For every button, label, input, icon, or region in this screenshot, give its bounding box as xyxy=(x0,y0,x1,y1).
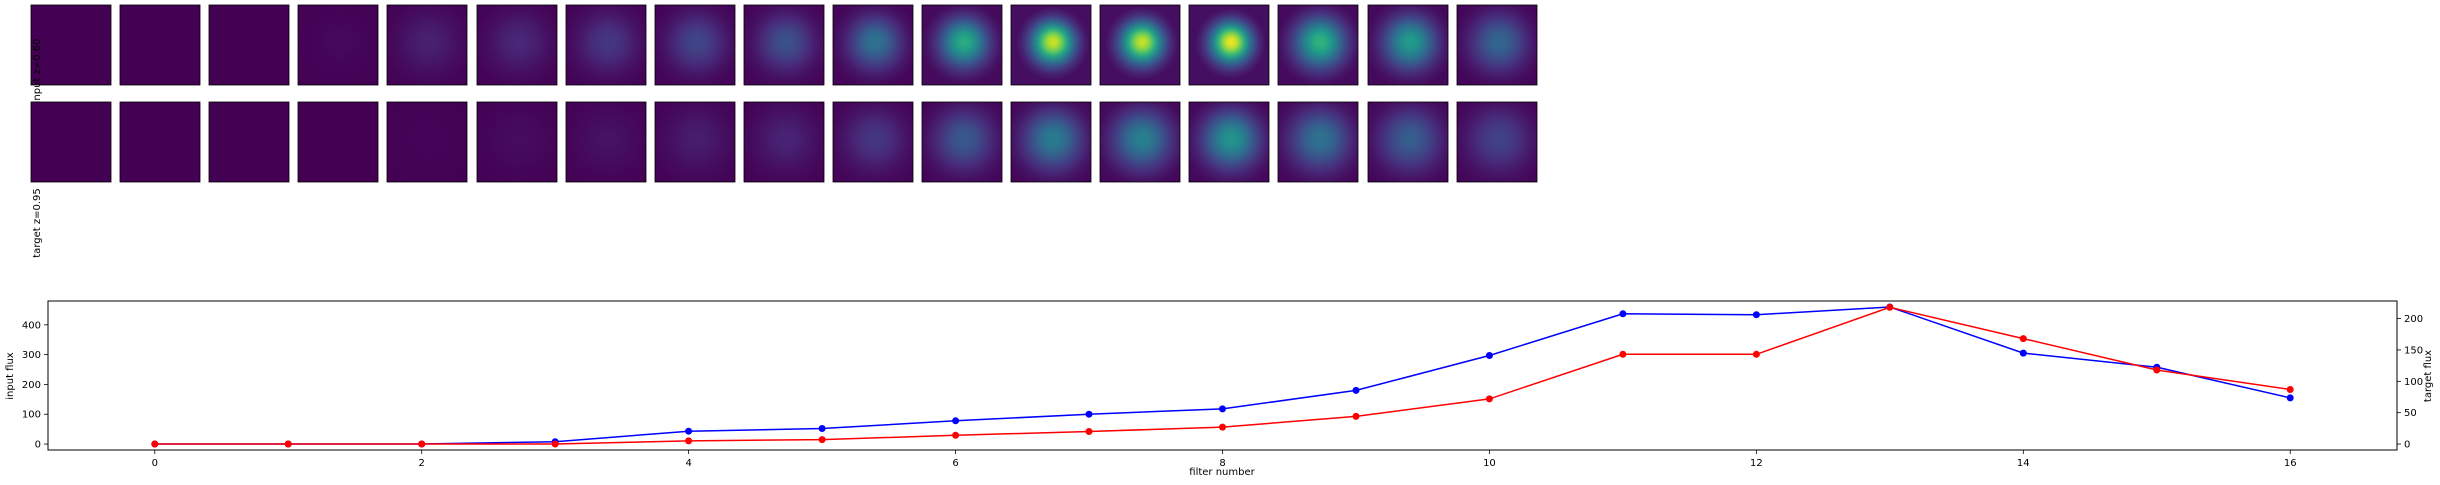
target-flux-point xyxy=(1619,350,1627,358)
x-tick-label: 4 xyxy=(685,458,691,469)
left-y-tick-label: 100 xyxy=(22,410,41,421)
input-image-panel xyxy=(476,4,558,86)
x-tick-label: 10 xyxy=(1483,458,1496,469)
input-image-panel xyxy=(1188,4,1270,86)
x-tick-label: 16 xyxy=(2284,458,2297,469)
left-y-ticks: 0 100 200 300 400 xyxy=(22,320,48,451)
right-y-ticks: 0 50 100 150 200 xyxy=(2397,314,2423,451)
right-y-tick-label: 100 xyxy=(2404,377,2423,388)
input-image-panel xyxy=(297,4,379,86)
target-image-panel xyxy=(297,101,379,183)
target-flux-point xyxy=(1752,350,1760,358)
input-image-panel xyxy=(565,4,647,86)
target-flux-point xyxy=(1219,423,1226,431)
target-image-panel xyxy=(1367,101,1449,183)
target-flux-point xyxy=(1085,428,1093,435)
input-image-panel xyxy=(654,4,736,86)
input-image-panel xyxy=(30,4,112,86)
input-image-panel xyxy=(743,4,825,86)
x-axis-label: filter number xyxy=(1189,467,1255,478)
input-image-panel xyxy=(1456,4,1538,86)
target-image-panel xyxy=(832,101,914,183)
flux-plot: 0 2 4 6 8 10 12 14 16 0 100 200 300 400 0 50 100 150 200… xyxy=(5,300,2434,478)
target-image-panel xyxy=(476,101,558,183)
input-image-panel xyxy=(832,4,914,86)
target-flux-point xyxy=(2019,335,2027,343)
input-flux-line xyxy=(154,306,2291,445)
target-image-panel xyxy=(1099,101,1181,183)
x-tick-label: 14 xyxy=(2017,458,2030,469)
target-image-panel xyxy=(208,101,290,183)
input-flux-point xyxy=(952,417,960,425)
input-image-panel xyxy=(1277,4,1359,86)
input-flux-point xyxy=(1485,352,1493,359)
x-tick-label: 6 xyxy=(952,458,958,469)
target-flux-point xyxy=(2286,386,2294,393)
input-flux-point xyxy=(685,427,693,435)
right-y-tick-label: 50 xyxy=(2404,408,2417,419)
input-flux-point xyxy=(2286,394,2294,402)
target-flux-series xyxy=(151,303,2294,448)
input-image-panel xyxy=(208,4,290,86)
left-y-tick-label: 200 xyxy=(22,380,41,391)
input-image-row xyxy=(30,4,1538,86)
input-flux-point xyxy=(1085,410,1093,418)
target-flux-point xyxy=(2153,366,2161,374)
right-y-tick-label: 150 xyxy=(2404,345,2423,356)
target-flux-line xyxy=(154,306,2291,445)
target-image-panel xyxy=(1456,101,1538,183)
target-row-label: target z=0.95 xyxy=(32,188,43,257)
target-image-row xyxy=(30,101,1538,183)
input-flux-point xyxy=(2019,349,2027,357)
input-image-panel xyxy=(119,4,201,86)
target-flux-point xyxy=(551,440,559,448)
target-image-panel xyxy=(654,101,736,183)
target-image-panel xyxy=(921,101,1003,183)
input-flux-point xyxy=(818,425,826,432)
target-flux-point xyxy=(418,440,426,448)
left-y-tick-label: 300 xyxy=(22,350,41,361)
target-flux-point xyxy=(284,440,292,448)
right-y-tick-label: 200 xyxy=(2404,314,2423,325)
input-image-panel xyxy=(921,4,1003,86)
target-image-panel xyxy=(119,101,201,183)
input-flux-point xyxy=(1352,386,1360,394)
input-flux-point xyxy=(1619,310,1627,318)
x-ticks: 0 2 4 6 8 10 12 14 16 xyxy=(152,450,2297,469)
input-image-panel xyxy=(1367,4,1449,86)
target-flux-point xyxy=(1352,412,1360,420)
target-image-panel xyxy=(386,101,468,183)
target-image-panel xyxy=(1188,101,1270,183)
target-flux-point xyxy=(1886,303,1894,311)
target-image-panel xyxy=(743,101,825,183)
x-tick-label: 2 xyxy=(419,458,425,469)
x-tick-label: 8 xyxy=(1219,458,1225,469)
input-image-panel xyxy=(1010,4,1092,86)
left-y-tick-label: 0 xyxy=(35,440,41,451)
right-y-tick-label: 0 xyxy=(2404,440,2410,451)
target-image-panel xyxy=(1277,101,1359,183)
target-image-panel xyxy=(30,101,112,183)
left-y-axis-label: input flux xyxy=(5,352,16,400)
x-tick-label: 12 xyxy=(1750,458,1763,469)
target-flux-point xyxy=(818,436,826,444)
input-flux-point xyxy=(1219,405,1226,413)
input-image-panel xyxy=(1099,4,1181,86)
target-flux-point xyxy=(151,440,159,448)
target-flux-point xyxy=(952,431,960,439)
target-flux-point xyxy=(685,437,693,445)
left-y-tick-label: 400 xyxy=(22,320,41,331)
input-image-panel xyxy=(386,4,468,86)
target-flux-point xyxy=(1485,395,1493,403)
right-y-axis-label: target flux xyxy=(2423,350,2434,402)
target-image-panel xyxy=(1010,101,1092,183)
x-tick-label: 0 xyxy=(152,458,158,469)
input-flux-point xyxy=(1752,311,1760,319)
target-image-panel xyxy=(565,101,647,183)
input-row-label: input z=0.60 xyxy=(32,39,43,104)
